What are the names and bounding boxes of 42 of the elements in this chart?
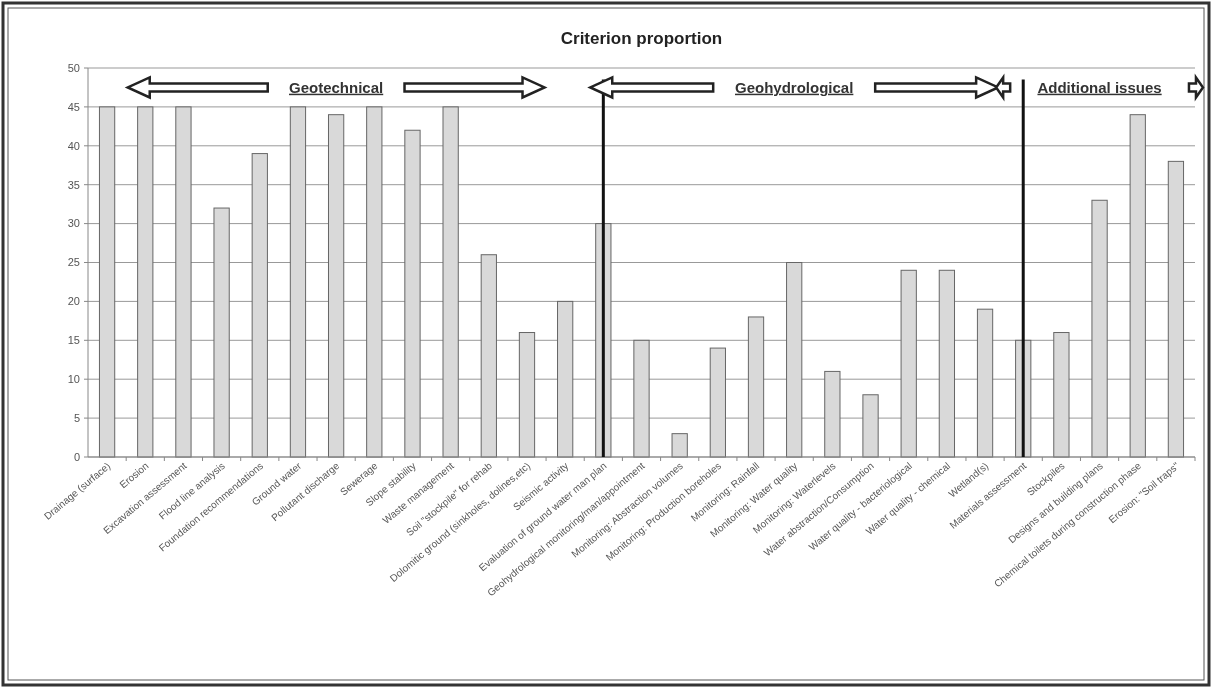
y-tick-label: 0	[73, 450, 80, 463]
bar	[1129, 114, 1146, 458]
annotation: Geohydrological	[735, 78, 854, 96]
bar	[900, 269, 917, 458]
bar	[671, 433, 688, 458]
bar	[366, 106, 383, 458]
y-tick-label: 50	[67, 61, 80, 74]
bar	[938, 269, 956, 458]
annotation: Geotechnical	[289, 78, 384, 96]
bar	[1091, 199, 1108, 458]
bar	[442, 106, 459, 458]
bar	[976, 308, 994, 458]
bar	[404, 129, 421, 458]
y-tick-label: 15	[67, 334, 80, 347]
bar	[1167, 160, 1185, 458]
y-tick-label: 45	[67, 100, 80, 113]
y-tick-label: 5	[73, 411, 80, 424]
y-tick-label: 25	[67, 256, 80, 269]
chart-title: Criterion proportion	[560, 29, 723, 48]
bar	[175, 106, 192, 458]
y-tick-label: 20	[67, 295, 80, 308]
bar	[557, 300, 574, 458]
annotation: Additional issues	[1037, 78, 1162, 96]
bar	[251, 153, 268, 458]
y-tick-label: 30	[67, 217, 80, 230]
bar	[1053, 332, 1070, 458]
y-tick-label: 40	[67, 139, 80, 152]
bar	[747, 316, 765, 458]
bar	[213, 207, 230, 458]
bar	[786, 262, 803, 458]
bar	[824, 370, 841, 458]
bar	[633, 339, 650, 458]
bar	[518, 332, 536, 458]
bar	[98, 106, 116, 458]
bar	[709, 347, 726, 458]
bar	[137, 106, 154, 458]
y-tick-label: 10	[67, 373, 80, 386]
bar	[327, 114, 345, 458]
bar	[862, 394, 879, 458]
bar	[480, 254, 497, 458]
y-tick-label: 35	[67, 178, 80, 191]
bar	[289, 106, 307, 458]
